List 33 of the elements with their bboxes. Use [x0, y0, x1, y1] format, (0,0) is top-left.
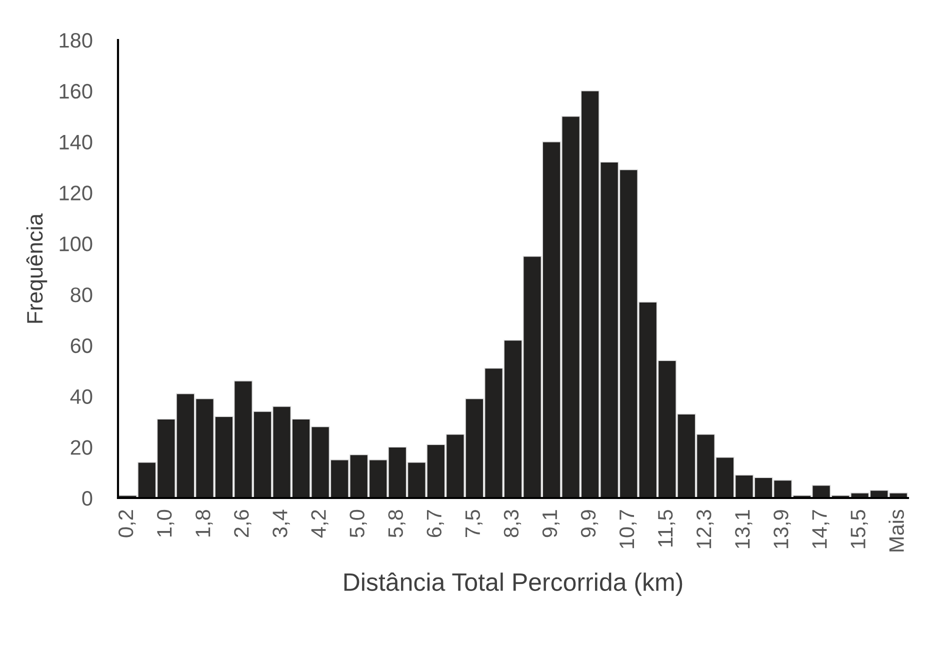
x-tick-label: 2,6 [234, 510, 252, 538]
x-tick-label: 14,7 [812, 510, 830, 548]
y-tick-label: 100 [60, 236, 92, 252]
x-tick-label: 13,9 [774, 510, 791, 548]
x-tick-label: 6,7 [426, 510, 444, 538]
x-tick-label: 9,1 [542, 510, 560, 538]
x-tick-label: 10,7 [619, 510, 637, 548]
y-tick-label: 180 [60, 33, 92, 48]
y-tick-label: 40 [70, 389, 92, 404]
x-tick-label: 0,2 [118, 510, 136, 538]
x-tick-label: 1,0 [157, 510, 174, 536]
y-tick-label: 0 [82, 491, 92, 506]
x-tick-label: 11,5 [658, 510, 676, 547]
y-tick-label: 80 [70, 287, 92, 302]
x-axis-title: Distância Total Percorrida (km) [344, 572, 682, 596]
x-tick-label: Mais [888, 510, 904, 552]
y-axis-title: Frequência [26, 213, 48, 323]
y-tick-label: 60 [70, 338, 92, 354]
y-tick-label: 20 [70, 440, 92, 455]
y-tick-label: 140 [60, 134, 92, 150]
x-tick-label: 12,3 [696, 510, 714, 548]
x-tick-label: 13,1 [735, 510, 752, 548]
y-tick-label: 120 [60, 186, 92, 200]
y-tick-label: 160 [60, 84, 92, 99]
x-tick-label: 3,4 [272, 510, 290, 538]
x-tick-label: 9,9 [580, 510, 598, 538]
x-tick-label: 4,2 [311, 510, 328, 538]
x-tick-label: 15,5 [850, 510, 868, 548]
x-tick-label: 5,0 [350, 510, 367, 538]
x-tick-label: 7,5 [466, 510, 483, 537]
x-tick-label: 8,3 [504, 510, 522, 538]
x-tick-label: 5,8 [388, 510, 406, 538]
x-tick-label: 1,8 [196, 510, 213, 536]
